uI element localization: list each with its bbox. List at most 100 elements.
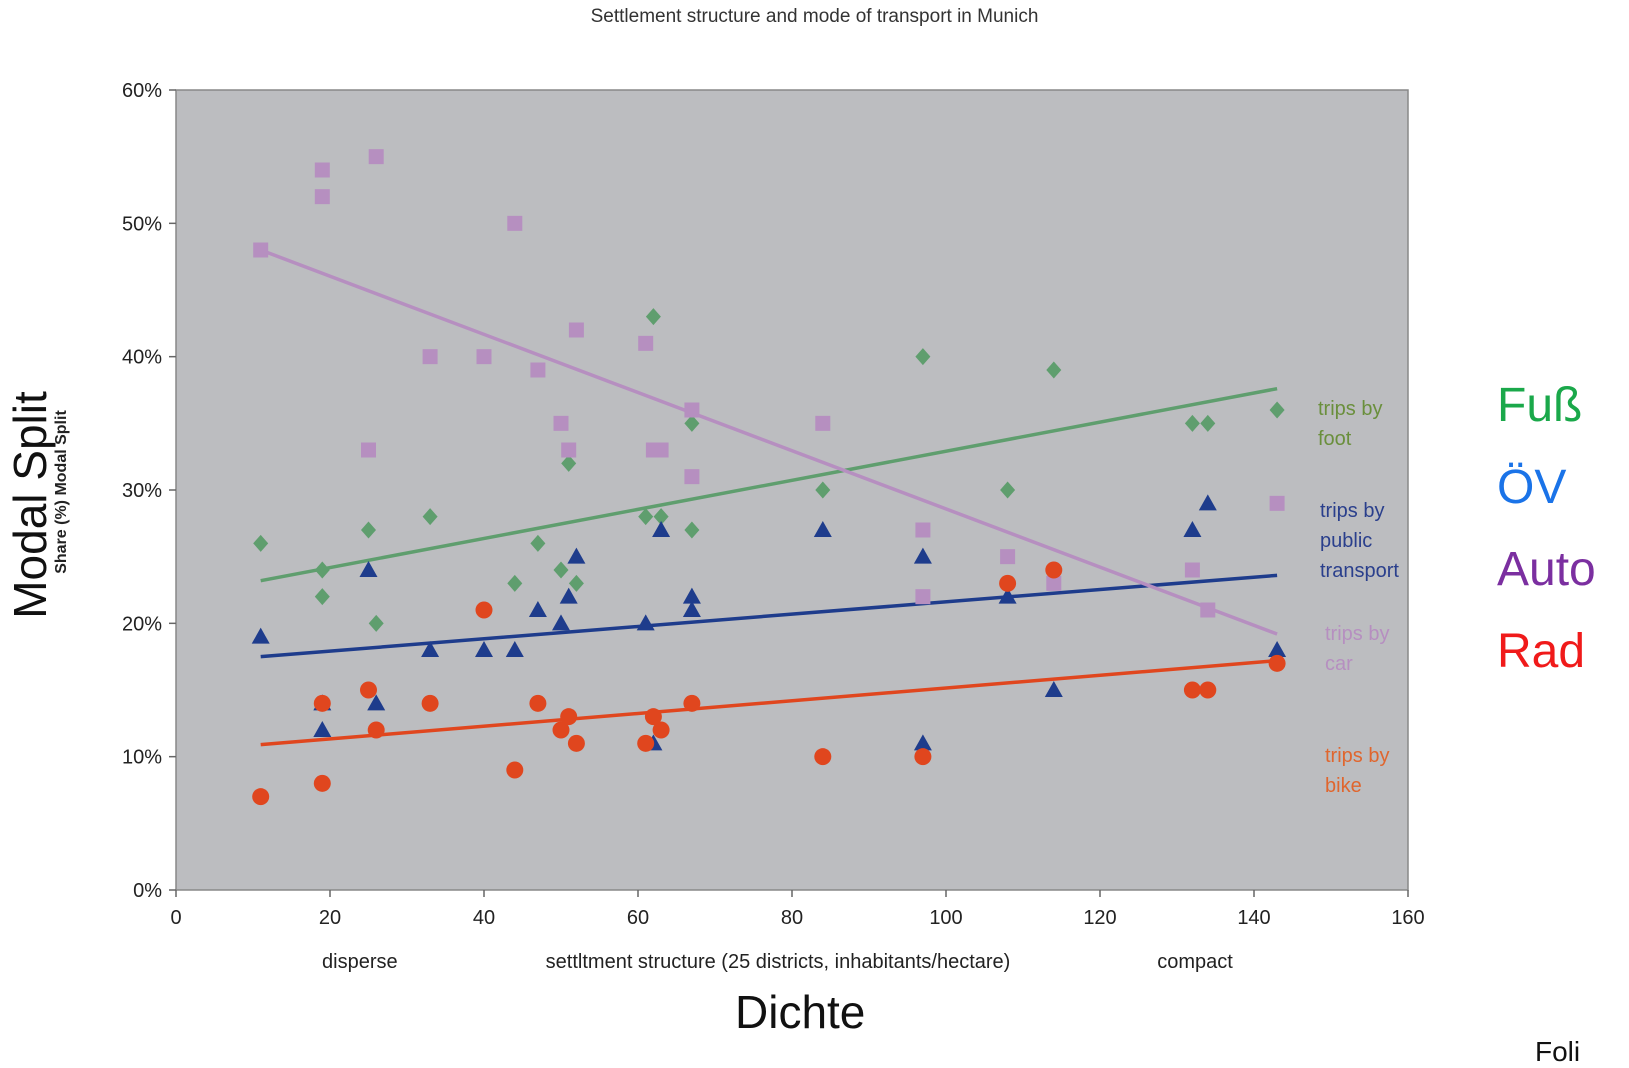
car-point xyxy=(1269,495,1285,511)
transport-point xyxy=(1198,494,1217,511)
series-label: foot xyxy=(1318,428,1352,450)
trend-lines xyxy=(260,248,1278,747)
legend-fuss: Fuß xyxy=(1497,379,1583,432)
bike-point xyxy=(1268,654,1286,672)
transport-point xyxy=(913,734,932,751)
transport-point xyxy=(251,627,270,644)
transport-point xyxy=(652,521,671,537)
bike-point xyxy=(475,601,493,619)
car-point xyxy=(361,442,376,458)
x-tick-label: 160 xyxy=(1391,907,1424,929)
transport-point xyxy=(367,694,386,711)
foot-point xyxy=(638,508,654,526)
bike-point xyxy=(552,721,570,739)
bike-point xyxy=(683,694,701,712)
footer-note: Foli xyxy=(1535,1036,1581,1067)
foot-point xyxy=(553,561,569,579)
axes: 0% 10% 20% 30% 40% 50% 60% 0 20 40 60 80 100 120 140 16… xyxy=(122,80,1425,973)
car-point xyxy=(1184,562,1200,578)
foot-point xyxy=(684,414,700,432)
bike-point xyxy=(652,721,670,739)
transport-point xyxy=(359,561,378,577)
foot-point xyxy=(1269,401,1285,419)
trend-line xyxy=(260,248,1278,636)
dichte-big-label: Dichte xyxy=(735,986,866,1038)
bike-point xyxy=(637,734,655,752)
car-point xyxy=(568,322,584,338)
series-label: car xyxy=(1325,653,1353,675)
y-tick-label: 60% xyxy=(122,80,162,102)
car-point xyxy=(553,415,569,431)
foot-point xyxy=(1200,414,1216,432)
car-point xyxy=(314,189,330,205)
series-label: trips by xyxy=(1320,500,1384,522)
x-axis-label: settltment structure (25 districts, inha… xyxy=(546,951,1011,973)
x-tick-label: 60 xyxy=(627,907,649,929)
series-label: transport xyxy=(1320,560,1399,582)
foot-point xyxy=(314,561,330,579)
transport-point xyxy=(682,587,701,604)
x-tick-label: 120 xyxy=(1083,907,1116,929)
transport-point xyxy=(528,601,547,617)
foot-point xyxy=(815,481,831,499)
series-label: bike xyxy=(1325,775,1362,797)
bike-point xyxy=(999,574,1017,592)
transport-point xyxy=(559,587,578,604)
car-point xyxy=(1046,575,1062,591)
transport-point xyxy=(636,614,655,631)
transport-point xyxy=(567,547,586,564)
series-label: trips by xyxy=(1318,398,1382,420)
bike-point xyxy=(560,708,578,726)
data-points xyxy=(251,149,1287,806)
bike-point xyxy=(529,694,547,712)
x-tick-label: 80 xyxy=(781,907,803,929)
plot-area xyxy=(175,89,1409,891)
car-point xyxy=(422,349,438,365)
bike-point xyxy=(914,748,932,766)
trend-line xyxy=(260,386,1278,583)
car-point xyxy=(684,469,700,485)
transport-point xyxy=(475,641,493,657)
legend-oev: ÖV xyxy=(1497,461,1567,514)
foot-point xyxy=(368,614,384,632)
foot-point xyxy=(645,308,661,326)
transport-point xyxy=(505,641,524,657)
trend-line xyxy=(260,658,1278,747)
foot-point xyxy=(253,534,269,552)
car-point xyxy=(561,442,577,458)
series-label: trips by xyxy=(1325,745,1389,767)
bike-point xyxy=(421,694,439,712)
y-tick-label: 20% xyxy=(122,613,162,635)
transport-point xyxy=(421,641,440,657)
bike-point xyxy=(1183,681,1201,699)
foot-point xyxy=(653,508,669,526)
bike-point xyxy=(360,681,377,699)
foot-point xyxy=(1184,414,1200,432)
car-point xyxy=(507,215,523,231)
car-point xyxy=(253,242,269,258)
bike-point xyxy=(567,734,585,752)
transport-point xyxy=(998,587,1017,604)
bike-point xyxy=(313,774,331,792)
y-tick-label: 50% xyxy=(122,213,162,235)
x-tick-label: 40 xyxy=(473,907,495,929)
foot-point xyxy=(1000,481,1016,499)
foot-point xyxy=(530,534,546,552)
transport-point xyxy=(913,547,932,564)
bike-point xyxy=(814,748,832,766)
y-tick-label: 10% xyxy=(122,747,162,769)
chart-title: Settlement structure and mode of transpo… xyxy=(590,6,1039,27)
car-point xyxy=(530,362,546,378)
modal-split-big-label: Modal Split xyxy=(4,391,56,619)
legend-rad: Rad xyxy=(1497,625,1586,678)
transport-point xyxy=(313,721,332,737)
x-label-disperse: disperse xyxy=(322,951,398,973)
transport-point xyxy=(1044,681,1063,697)
car-point xyxy=(476,349,492,365)
x-tick-label: 140 xyxy=(1237,907,1270,929)
x-tick-label: 0 xyxy=(170,907,181,929)
y-tick-label: 30% xyxy=(122,480,162,502)
bike-point xyxy=(313,694,331,712)
foot-point xyxy=(314,588,330,606)
